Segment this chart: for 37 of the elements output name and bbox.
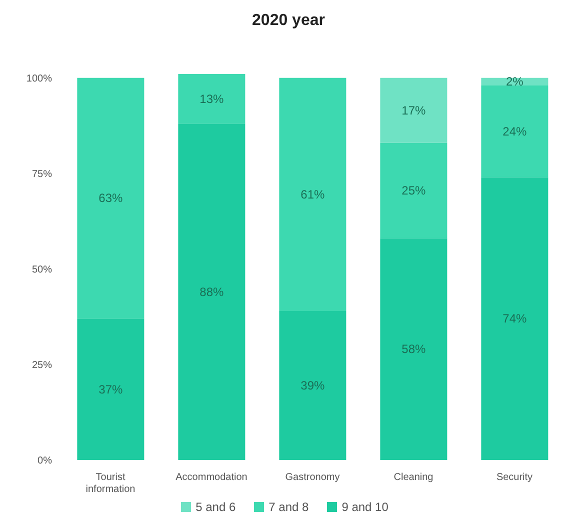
bar: [380, 142, 448, 238]
bar: [380, 78, 448, 143]
x-tick-label: Gastronomy: [285, 472, 340, 483]
data-label: 58%: [402, 342, 426, 356]
data-label: 61%: [300, 187, 325, 202]
chart-title: 2020 year: [251, 11, 326, 31]
data-label: 24%: [502, 124, 527, 138]
data-label: 74%: [502, 312, 527, 326]
y-tick-label: 50%: [32, 264, 52, 276]
bar: [77, 78, 144, 319]
data-label: 17%: [402, 103, 426, 118]
bar: [77, 318, 144, 460]
data-label: 2%: [506, 74, 524, 89]
data-label: 37%: [98, 382, 123, 396]
bar: [178, 124, 246, 460]
x-tick-label: Accommodation: [176, 472, 248, 483]
y-tick-label: 25%: [32, 360, 52, 372]
legend-label: 5 and 6: [194, 500, 236, 514]
bar: [178, 74, 246, 124]
x-tick-label: Cleaning: [394, 472, 434, 483]
legend-label: 7 and 8: [268, 500, 309, 514]
y-tick-label: 0%: [38, 456, 52, 467]
y-tick-label: 100%: [26, 73, 52, 84]
y-tick-label: 75%: [32, 168, 52, 180]
bar: [279, 310, 346, 460]
x-tick-label: Tourist information: [86, 472, 136, 495]
data-label: 63%: [98, 191, 123, 206]
bar: [279, 78, 346, 311]
data-label: 88%: [200, 284, 224, 299]
bar: [380, 238, 448, 460]
data-label: 25%: [402, 184, 426, 198]
x-tick-label: Security: [496, 472, 533, 483]
bar: [481, 85, 548, 178]
data-label: 39%: [300, 378, 325, 392]
data-label: 13%: [200, 92, 224, 106]
legend-label: 9 and 10: [340, 500, 388, 514]
bar: [481, 177, 548, 460]
